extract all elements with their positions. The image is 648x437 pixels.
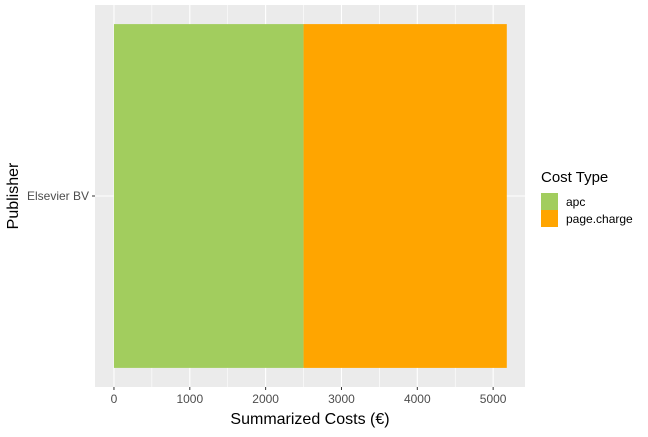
x-tick-label: 5000 <box>480 392 507 406</box>
x-tick-label: 2000 <box>252 392 279 406</box>
x-tick-label: 4000 <box>404 392 431 406</box>
x-axis-title: Summarized Costs (€) <box>230 411 389 428</box>
x-tick-label: 0 <box>111 392 118 406</box>
legend-key-page-charge <box>541 210 558 227</box>
x-tick-label: 3000 <box>328 392 355 406</box>
bars <box>113 24 507 368</box>
legend: Cost Type apc page.charge <box>541 169 633 227</box>
legend-key-apc <box>541 193 558 210</box>
legend-label-apc: apc <box>566 195 585 209</box>
bar-page-charge <box>303 24 507 368</box>
y-axis-title: Publisher <box>5 162 22 229</box>
legend-label-page-charge: page.charge <box>566 212 633 226</box>
y-axis-ticks: Elsevier BV <box>27 189 95 203</box>
y-tick-label: Elsevier BV <box>27 189 89 203</box>
x-tick-label: 1000 <box>176 392 203 406</box>
bar-apc <box>113 24 304 368</box>
legend-title: Cost Type <box>541 169 608 186</box>
x-axis-ticks: 0 1000 2000 3000 4000 5000 <box>111 387 507 406</box>
